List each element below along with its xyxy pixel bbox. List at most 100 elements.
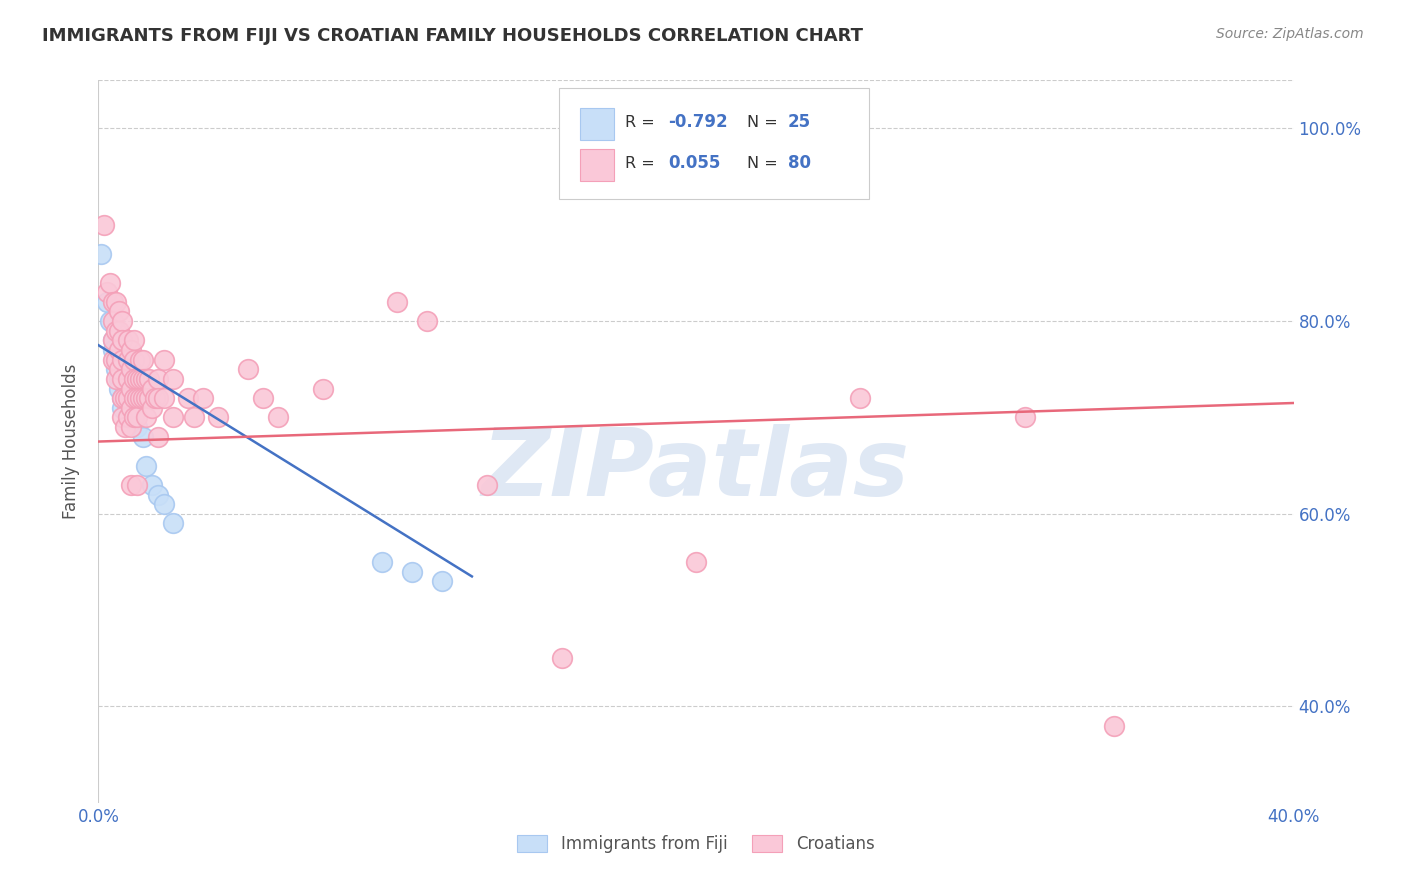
Point [117,334,139,348]
Point [111,372,134,386]
Point [416,314,439,328]
Point [105,352,128,367]
Point [114,382,136,396]
Point [132,430,155,444]
Point [311,382,333,396]
Text: N =: N = [748,156,783,171]
Point [153,497,176,511]
Point [236,362,259,376]
Point [148,372,170,386]
Point [108,304,131,318]
Point [93,218,115,232]
Point [191,391,214,405]
Point [385,294,409,309]
Text: IMMIGRANTS FROM FIJI VS CROATIAN FAMILY HOUSEHOLDS CORRELATION CHART: IMMIGRANTS FROM FIJI VS CROATIAN FAMILY … [42,27,863,45]
Point [120,382,142,396]
Point [117,410,139,425]
Point [162,372,184,386]
Point [124,391,146,405]
Point [103,314,125,328]
Point [183,410,205,425]
Point [148,391,170,405]
Point [135,458,157,473]
Point [162,516,184,531]
Point [141,401,163,415]
Point [120,391,142,405]
Point [148,430,170,444]
Text: R =: R = [626,156,661,171]
Point [143,391,166,405]
Point [117,372,139,386]
Point [108,382,131,396]
Point [105,324,128,338]
Text: R =: R = [626,115,661,129]
Y-axis label: Family Households: Family Households [62,364,80,519]
Point [111,401,134,415]
Point [111,352,134,367]
Point [124,352,146,367]
Point [1014,410,1036,425]
Point [120,343,142,357]
Point [177,391,200,405]
Point [138,391,160,405]
Point [105,372,128,386]
Point [135,391,157,405]
Point [114,391,136,405]
Point [124,410,146,425]
Point [117,352,139,367]
Point [117,391,139,405]
Point [108,343,131,357]
Point [114,420,136,434]
Point [108,324,131,338]
Point [129,372,152,386]
Point [207,410,229,425]
FancyBboxPatch shape [581,149,613,181]
Point [127,372,149,386]
Point [371,555,394,569]
Point [98,314,122,328]
Point [105,352,128,367]
Point [129,352,152,367]
Point [105,294,128,309]
Point [127,410,149,425]
Point [132,352,155,367]
Text: Source: ZipAtlas.com: Source: ZipAtlas.com [1216,27,1364,41]
Point [127,391,149,405]
Point [120,401,142,415]
Point [135,372,157,386]
Point [120,362,142,376]
Text: 0.055: 0.055 [668,154,721,172]
Point [685,555,707,569]
Point [111,334,134,348]
Point [124,372,146,386]
Point [111,391,134,405]
Point [550,651,572,665]
Point [120,478,142,492]
Point [120,420,142,434]
Point [132,391,155,405]
Point [96,294,118,309]
Point [252,391,274,405]
Text: 25: 25 [787,113,811,131]
Point [141,382,163,396]
Point [267,410,290,425]
Point [162,410,184,425]
Point [138,372,160,386]
Point [153,391,176,405]
Point [129,391,152,405]
Text: ZIPatlas: ZIPatlas [482,425,910,516]
Point [148,487,170,501]
Point [108,372,131,386]
Point [127,478,149,492]
Point [111,410,134,425]
Point [103,352,125,367]
Point [124,410,146,425]
Point [127,420,149,434]
Point [103,334,125,348]
Point [96,285,118,300]
Text: -0.792: -0.792 [668,113,728,131]
Point [108,362,131,376]
Point [103,343,125,357]
Point [90,246,112,260]
Text: N =: N = [748,115,783,129]
